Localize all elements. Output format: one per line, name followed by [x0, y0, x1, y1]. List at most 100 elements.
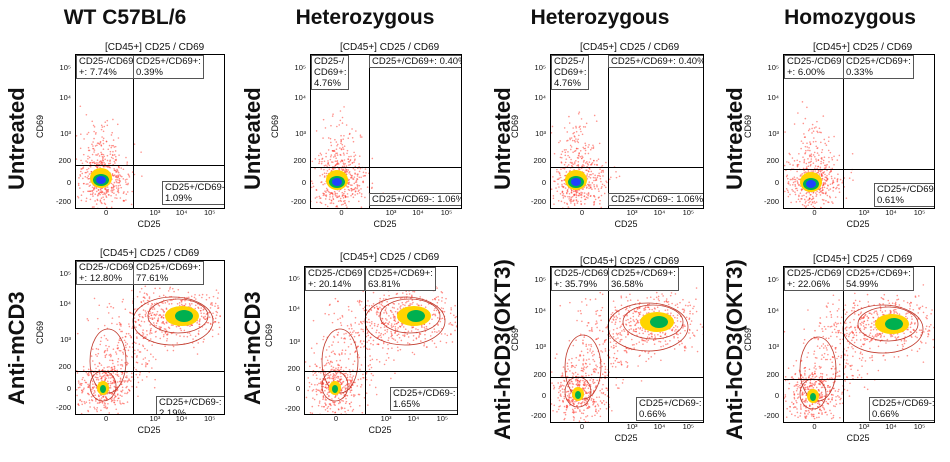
event-dot	[340, 406, 343, 409]
event-dot	[821, 198, 824, 201]
quadrant-gate-vertical[interactable]	[133, 55, 134, 208]
event-dot	[815, 158, 817, 160]
event-dot	[88, 156, 91, 159]
event-dot	[798, 195, 800, 198]
event-dot	[95, 154, 97, 156]
event-dot	[571, 380, 573, 383]
event-dot	[401, 292, 404, 294]
event-dot	[812, 192, 815, 194]
event-dot	[597, 188, 600, 190]
column-header-2: Heterozygous	[295, 6, 435, 29]
event-dot	[569, 161, 572, 164]
event-dot	[362, 328, 364, 331]
event-dot	[338, 364, 341, 367]
event-dot	[585, 366, 588, 369]
event-dot	[140, 301, 143, 304]
event-dot	[119, 197, 122, 199]
event-dot	[376, 329, 378, 332]
event-dot	[399, 297, 402, 300]
event-dot	[133, 317, 136, 319]
quadrant-gate-horizontal[interactable]	[76, 371, 224, 372]
event-dot	[429, 335, 432, 337]
event-dot	[173, 290, 175, 293]
event-dot	[360, 176, 362, 179]
event-dot	[567, 206, 570, 208]
event-dot	[636, 308, 639, 310]
scatter-area	[311, 106, 384, 208]
event-dot	[112, 307, 115, 309]
quadrant-gate-horizontal[interactable]	[784, 169, 934, 170]
event-dot	[823, 186, 826, 189]
event-dot	[421, 326, 423, 328]
event-dot	[601, 388, 603, 390]
event-dot	[113, 394, 116, 396]
event-dot	[104, 163, 106, 165]
event-dot	[823, 183, 825, 185]
event-dot	[126, 376, 128, 379]
event-dot	[578, 134, 580, 137]
event-dot	[152, 322, 155, 324]
event-dot	[120, 383, 123, 385]
event-dot	[827, 201, 829, 203]
quadrant-gate-horizontal[interactable]	[551, 167, 703, 168]
quadrant-gate-vertical[interactable]	[365, 267, 366, 414]
event-dot	[109, 160, 111, 163]
event-dot	[582, 146, 585, 149]
quadrant-gate-vertical[interactable]	[369, 55, 370, 208]
event-dot	[390, 334, 393, 336]
event-dot	[102, 196, 104, 198]
event-dot	[359, 368, 361, 371]
event-dot	[366, 321, 369, 324]
event-dot	[122, 192, 125, 195]
event-dot	[99, 340, 102, 343]
event-dot	[80, 412, 83, 414]
event-dot	[318, 158, 321, 161]
quadrant-gate-vertical[interactable]	[843, 55, 844, 208]
event-dot	[557, 171, 560, 173]
event-dot	[106, 186, 109, 188]
event-dot	[357, 331, 360, 334]
quadrant-gate-vertical[interactable]	[133, 261, 134, 414]
event-dot	[97, 365, 99, 368]
event-dot	[646, 341, 648, 343]
event-dot	[323, 172, 326, 174]
event-dot	[612, 319, 615, 321]
event-dot	[343, 386, 345, 388]
event-dot	[341, 316, 344, 318]
event-dot	[558, 385, 561, 388]
event-dot	[637, 315, 640, 317]
event-dot	[629, 320, 632, 323]
event-dot	[352, 408, 355, 411]
event-dot	[125, 183, 128, 186]
event-dot	[321, 160, 323, 163]
event-dot	[108, 391, 111, 393]
event-dot	[138, 351, 141, 353]
event-dot	[114, 162, 116, 164]
event-dot	[809, 149, 811, 152]
y-tick-label: 200	[766, 156, 779, 166]
quadrant-gate-horizontal[interactable]	[305, 371, 457, 372]
event-dot	[428, 322, 431, 325]
event-dot	[334, 369, 336, 371]
event-dot	[559, 140, 562, 142]
event-dot	[112, 399, 114, 402]
event-dot	[572, 190, 575, 193]
quadrant-gate-vertical[interactable]	[608, 55, 609, 208]
event-dot	[592, 381, 594, 383]
event-dot	[380, 336, 382, 339]
event-dot	[411, 351, 414, 354]
quadrant-gate-horizontal[interactable]	[311, 167, 461, 168]
event-dot	[327, 386, 330, 389]
event-dot	[312, 374, 315, 376]
event-dot	[155, 324, 158, 327]
event-dot	[657, 333, 659, 336]
event-dot	[573, 202, 576, 205]
event-dot	[199, 318, 201, 320]
quadrant-gate-horizontal[interactable]	[76, 165, 224, 166]
event-dot	[796, 180, 798, 182]
event-dot	[311, 160, 314, 163]
event-dot	[393, 307, 395, 309]
event-dot	[148, 296, 151, 298]
event-dot	[623, 330, 626, 332]
event-dot	[307, 377, 310, 379]
